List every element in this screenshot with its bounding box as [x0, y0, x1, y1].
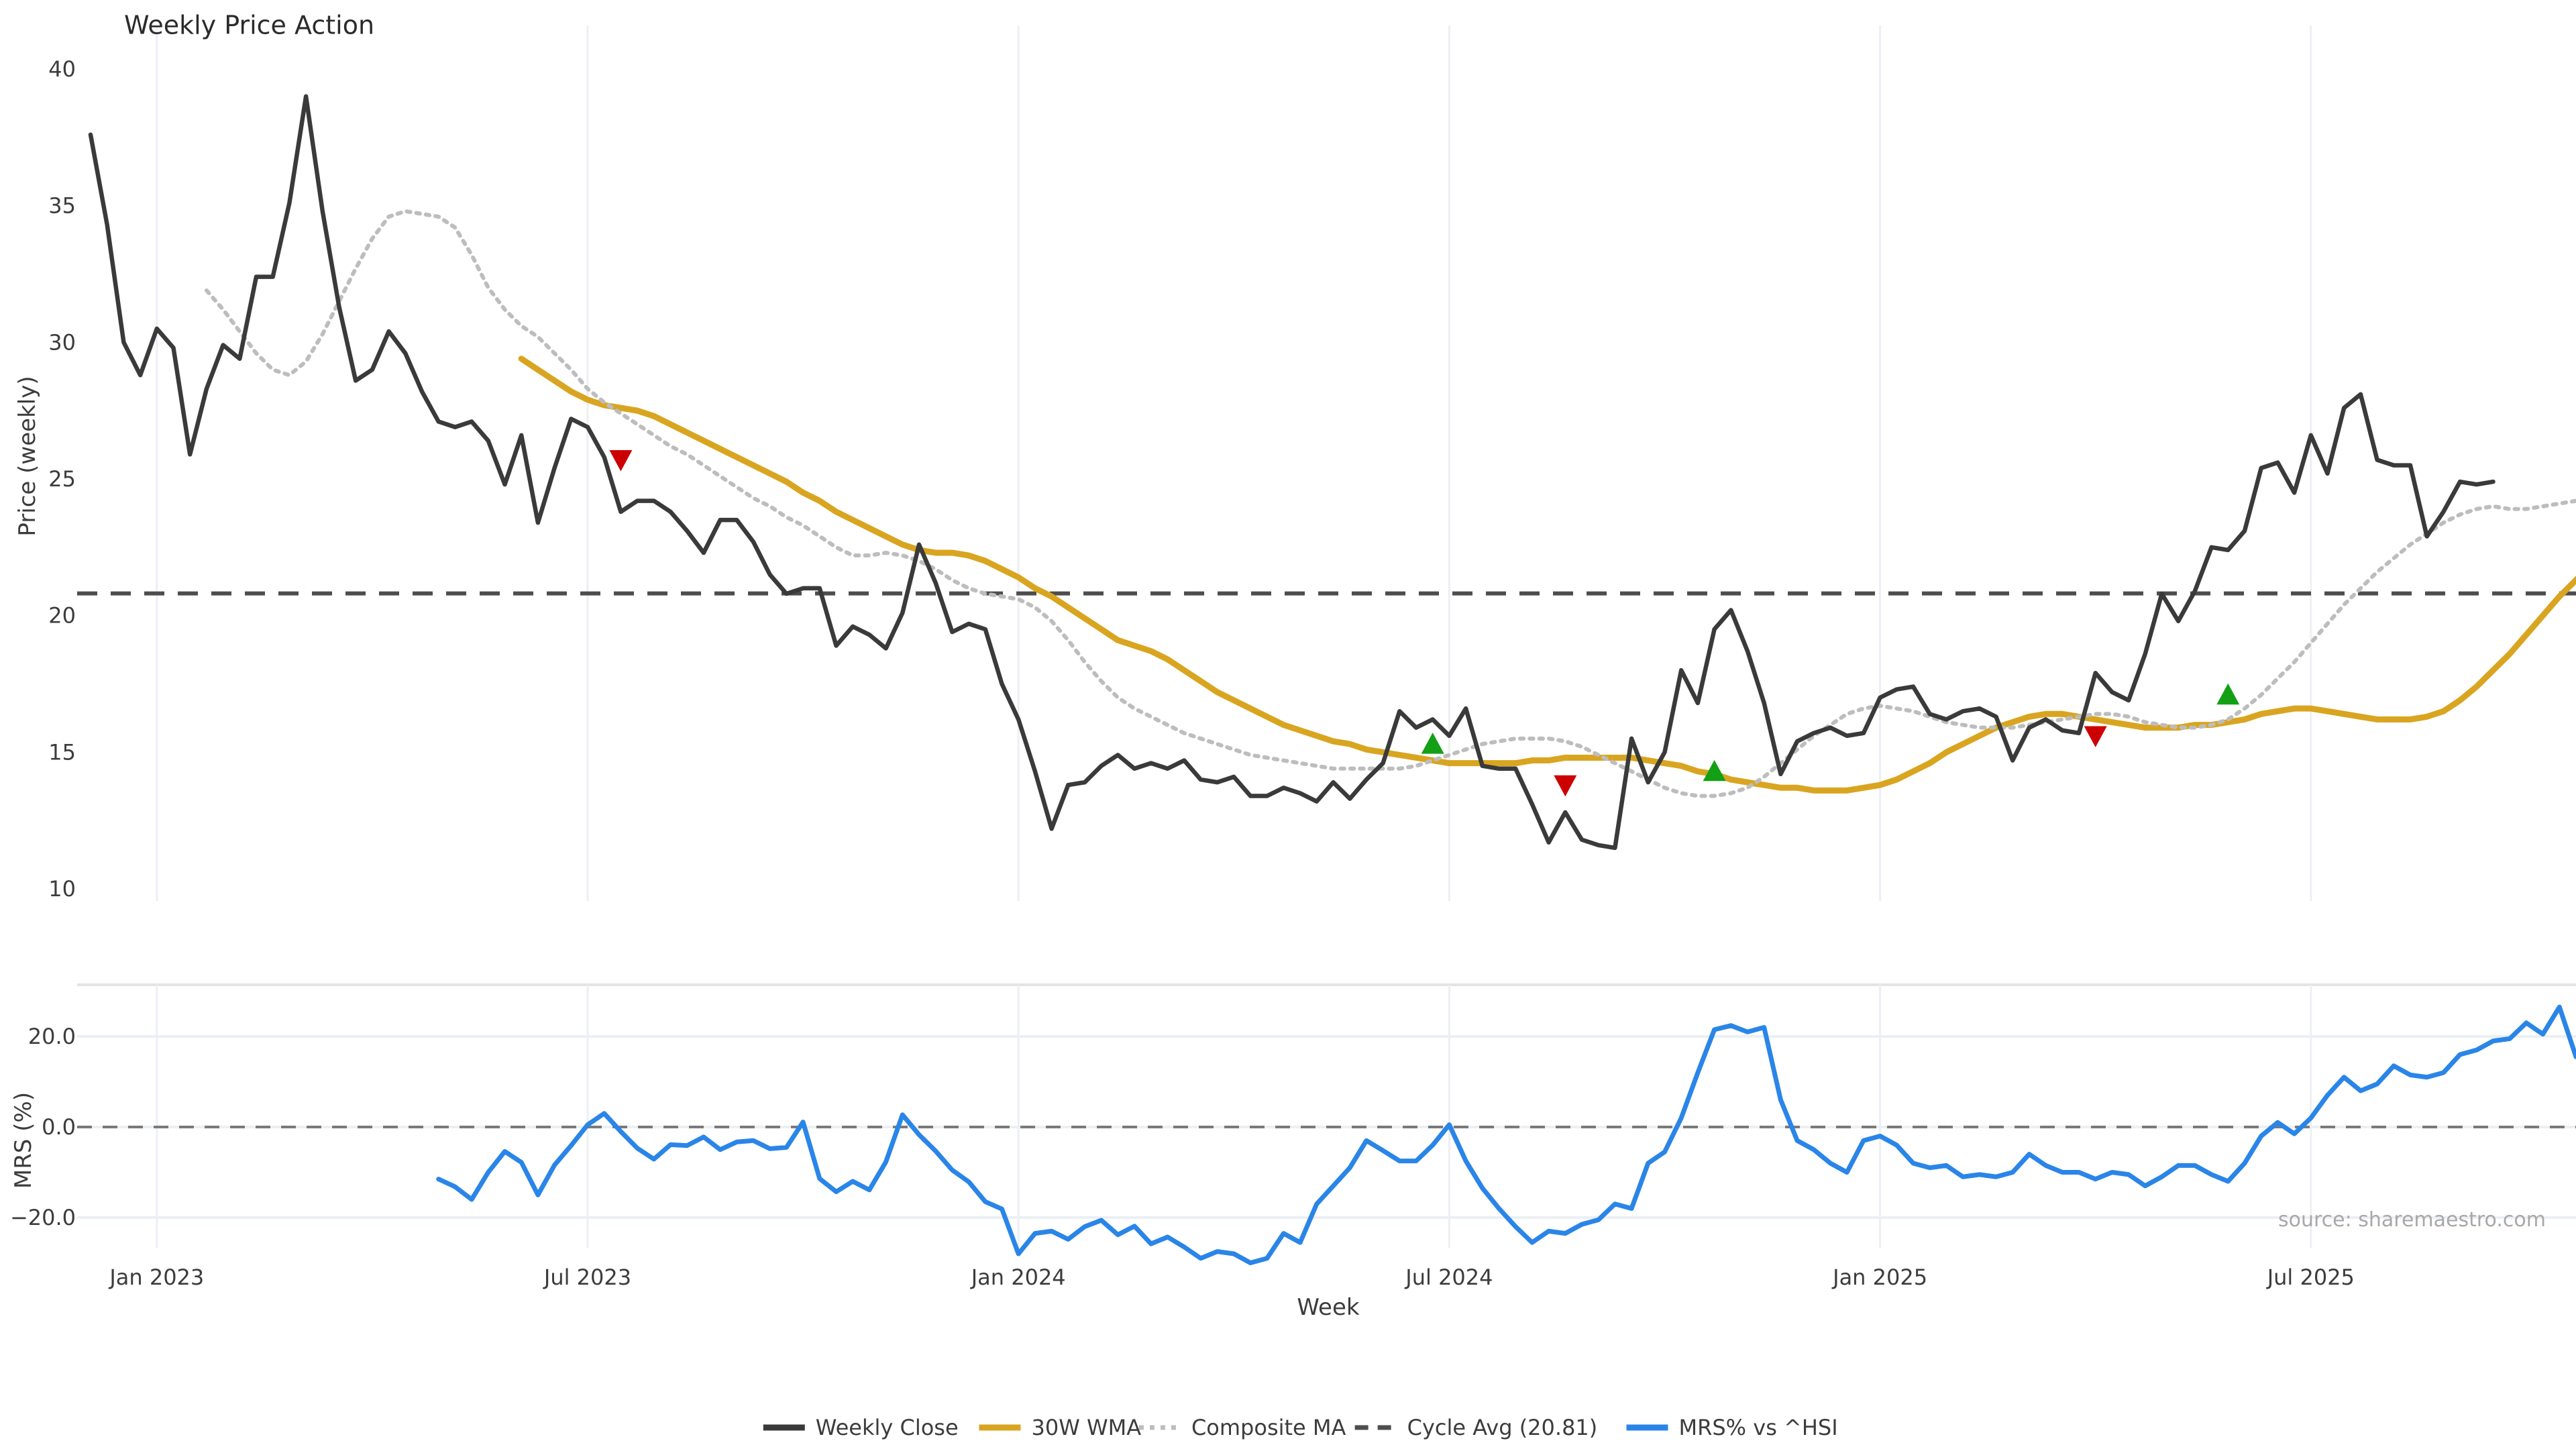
buy-signal-marker-5	[2216, 683, 2240, 705]
price-x-gridlines	[156, 25, 2312, 901]
mrs-series-group	[436, 1004, 2576, 1265]
signal-markers-group	[609, 450, 2240, 797]
mrs-axis-label: MRS (%)	[10, 1092, 37, 1189]
price-ytick-40: 40	[48, 56, 76, 82]
mrs-ytick-0: −20.0	[10, 1205, 76, 1230]
buy-signal-marker-3	[1703, 759, 1726, 782]
price-ytick-30: 30	[48, 329, 76, 355]
xtick-2: Jan 2024	[970, 1265, 1066, 1290]
price-ytick-20: 20	[48, 603, 76, 629]
legend-label-2: Composite MA	[1191, 1415, 1346, 1440]
xtick-3: Jul 2024	[1404, 1265, 1493, 1290]
price-ytick-35: 35	[48, 193, 76, 219]
source-attribution: source: sharemaestro.com	[2278, 1208, 2546, 1232]
xtick-0: Jan 2023	[108, 1265, 204, 1290]
price-series-group	[88, 94, 2576, 851]
series-composite-ma	[204, 209, 2576, 798]
series-weekly-close	[88, 94, 2496, 851]
sell-signal-marker-2	[1554, 775, 1577, 797]
legend-label-1: 30W WMA	[1031, 1415, 1141, 1440]
legend-label-3: Cycle Avg (20.81)	[1407, 1415, 1598, 1440]
legend-item-cycle-avg-20-81-[interactable]: Cycle Avg (20.81)	[1354, 1415, 1598, 1440]
price-ytick-15: 15	[48, 739, 76, 765]
legend-label-4: MRS% vs ^HSI	[1679, 1415, 1838, 1440]
price-y-tick-labels: 10 15 20 25 30 35 40	[48, 56, 76, 902]
x-axis-label: Week	[1297, 1294, 1359, 1321]
price-panel: 10 15 20 25 30 35 40	[48, 25, 2576, 902]
legend-item-composite-ma[interactable]: Composite MA	[1138, 1415, 1346, 1440]
price-axis-label: Price (weekly)	[14, 376, 41, 536]
mrs-panel: −20.0 0.0 20.0 Jan 2023 Jul 2023 Jan 2024 Jul…	[10, 983, 2576, 1290]
legend-item-weekly-close[interactable]: Weekly Close	[763, 1415, 959, 1440]
x-tick-labels: Jan 2023 Jul 2023 Jan 2024 Jul 2024 Jan 2025…	[108, 1265, 2355, 1290]
series-30w-wma	[518, 356, 2576, 794]
xtick-1: Jul 2023	[543, 1265, 631, 1290]
xtick-5: Jul 2025	[2266, 1265, 2355, 1290]
mrs-ytick-2: 20.0	[28, 1024, 76, 1049]
series-mrs-vs-hsi	[436, 1004, 2576, 1265]
chart-title: Weekly Price Action	[124, 11, 374, 40]
sell-signal-marker-4	[2084, 726, 2107, 747]
buy-signal-marker-1	[1421, 733, 1444, 754]
price-ytick-10: 10	[48, 876, 76, 902]
mrs-y-tick-labels: −20.0 0.0 20.0	[10, 1024, 76, 1230]
sell-signal-marker-0	[609, 450, 633, 472]
chart-legend: Weekly Close 30W WMA Composite MA Cycle Avg…	[763, 1415, 1838, 1440]
legend-item-30w-wma[interactable]: 30W WMA	[979, 1415, 1141, 1440]
xtick-4: Jan 2025	[1831, 1265, 1927, 1290]
legend-item-mrs-vs-hsi[interactable]: MRS% vs ^HSI	[1626, 1415, 1838, 1440]
price-ytick-25: 25	[48, 466, 76, 492]
mrs-ytick-1: 0.0	[42, 1114, 76, 1140]
legend-label-0: Weekly Close	[816, 1415, 959, 1440]
